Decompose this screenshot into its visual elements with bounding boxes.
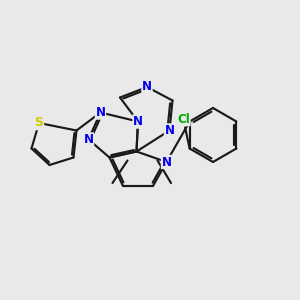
Text: N: N bbox=[161, 155, 172, 169]
Text: S: S bbox=[34, 116, 43, 130]
Text: N: N bbox=[83, 133, 94, 146]
Text: N: N bbox=[95, 106, 106, 119]
Text: Cl: Cl bbox=[177, 112, 190, 126]
Text: N: N bbox=[142, 80, 152, 94]
Text: N: N bbox=[164, 124, 175, 137]
Text: N: N bbox=[133, 115, 143, 128]
